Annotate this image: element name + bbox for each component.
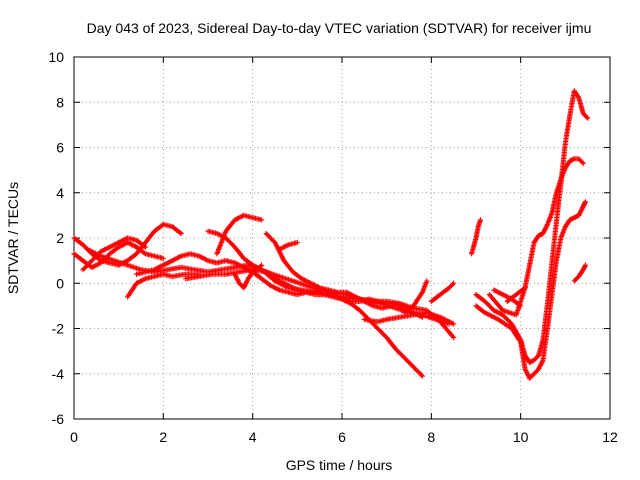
y-axis-label: SDTVAR / TECUs (5, 182, 21, 294)
y-tick-label: 10 (48, 49, 64, 65)
y-tick-label: 8 (56, 94, 64, 110)
x-axis-tick-labels: 0 2 4 6 8 10 12 (70, 429, 618, 445)
series-track-22 (571, 262, 589, 284)
series-track-9 (214, 212, 265, 257)
y-tick-label: 2 (56, 230, 64, 246)
data-point-markers (428, 280, 457, 304)
chart-title: Day 043 of 2023, Sidereal Day-to-day VTE… (87, 20, 592, 36)
data-point-markers (401, 278, 430, 316)
x-tick-label: 12 (602, 429, 618, 445)
series-track-2 (71, 239, 166, 270)
x-tick-label: 8 (427, 429, 435, 445)
x-tick-label: 10 (513, 429, 529, 445)
data-point-markers (232, 262, 265, 291)
series-track-17 (473, 88, 591, 365)
y-tick-label: 6 (56, 140, 64, 156)
x-tick-label: 2 (159, 429, 167, 445)
series-track-19 (486, 156, 586, 318)
series-track-4 (84, 246, 452, 327)
series-track-5 (125, 271, 202, 300)
data-point-markers (205, 228, 425, 379)
y-axis-tick-labels: -6 -4 -2 0 2 4 6 8 10 (48, 49, 64, 427)
data-point-markers (571, 262, 589, 284)
series-track-18 (473, 199, 589, 381)
series-track-13 (361, 310, 457, 327)
data-markers (71, 88, 591, 381)
series-track-21 (504, 285, 528, 304)
y-tick-label: -4 (52, 366, 65, 382)
x-axis-label: GPS time / hours (286, 457, 393, 473)
series-track-14 (401, 278, 430, 316)
axis-ticks (73, 56, 611, 420)
series-track-11 (263, 230, 403, 311)
data-point-markers (468, 217, 484, 257)
x-tick-label: 4 (249, 429, 257, 445)
data-point-markers (263, 230, 403, 311)
series-track-12 (276, 239, 300, 252)
data-point-markers (361, 310, 457, 327)
x-tick-label: 6 (338, 429, 346, 445)
data-point-markers (80, 235, 149, 273)
y-tick-label: -6 (52, 411, 65, 427)
data-point-markers (214, 212, 265, 257)
data-point-markers (504, 285, 528, 304)
y-tick-label: -2 (52, 321, 65, 337)
series-track-15 (428, 280, 457, 304)
data-point-markers (276, 239, 300, 252)
data-point-markers (71, 239, 166, 270)
data-point-markers (473, 88, 591, 365)
gridlines (74, 57, 610, 419)
series-track-3 (80, 235, 149, 273)
data-point-markers (125, 271, 202, 300)
y-tick-label: 0 (56, 275, 64, 291)
x-tick-label: 0 (70, 429, 78, 445)
series-track-16 (468, 217, 484, 257)
data-point-markers (473, 199, 589, 381)
series-track-8 (205, 228, 425, 379)
y-tick-label: 4 (56, 185, 64, 201)
data-point-markers (84, 246, 452, 327)
data-point-markers (486, 156, 586, 318)
series-track-10 (232, 262, 265, 291)
